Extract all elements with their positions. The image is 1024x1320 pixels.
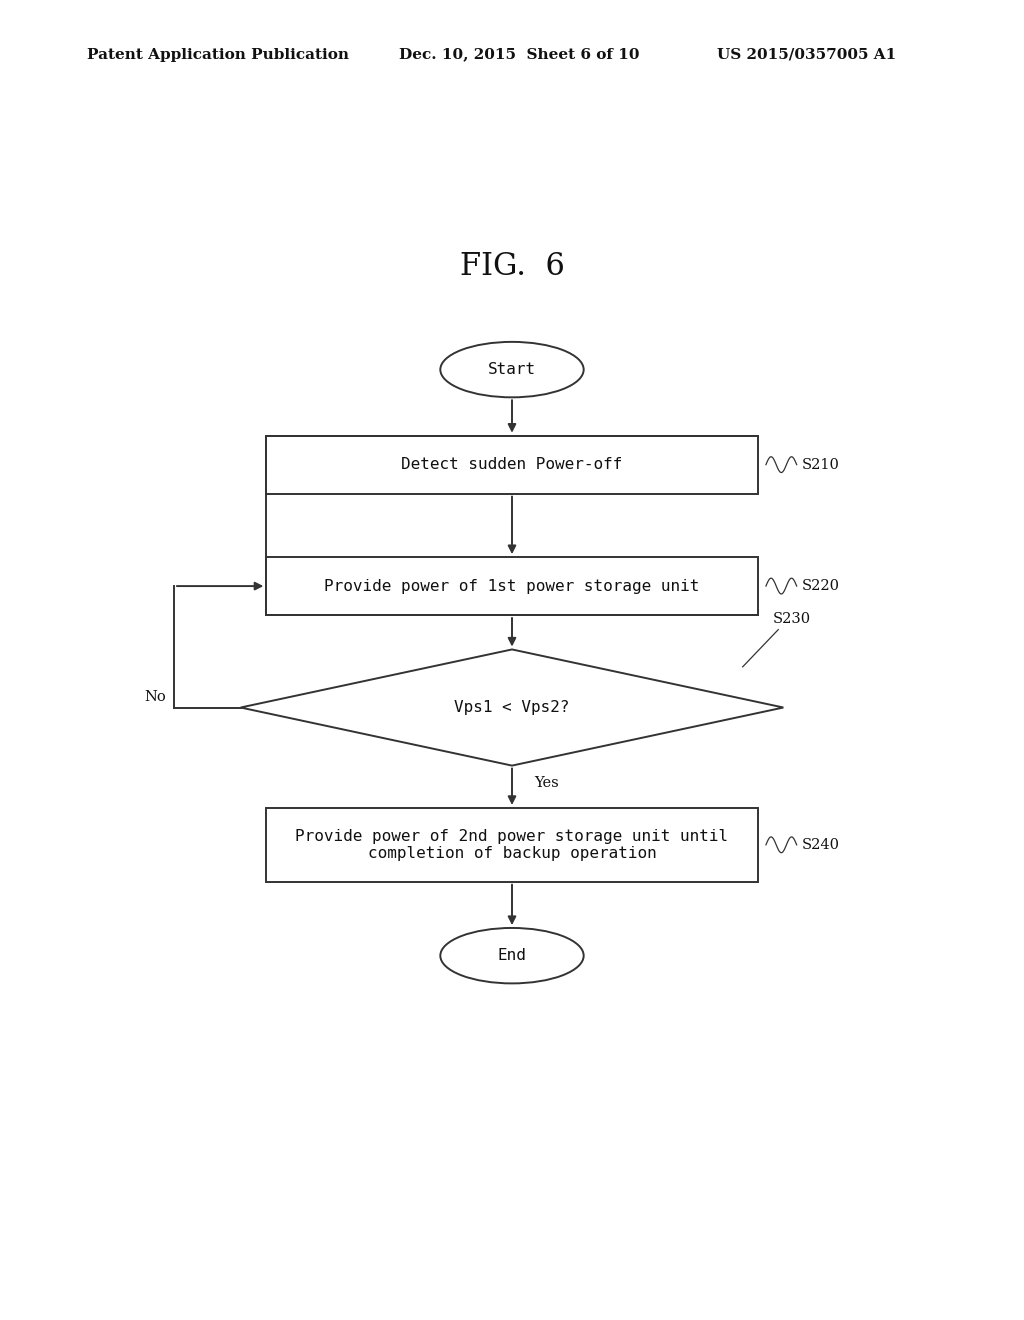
Polygon shape bbox=[241, 649, 783, 766]
Text: S210: S210 bbox=[802, 458, 840, 471]
Text: S220: S220 bbox=[802, 579, 840, 593]
Text: S240: S240 bbox=[802, 838, 840, 851]
Text: End: End bbox=[498, 948, 526, 964]
Bar bbox=[266, 436, 758, 494]
Text: US 2015/0357005 A1: US 2015/0357005 A1 bbox=[717, 48, 896, 62]
Bar bbox=[266, 808, 758, 882]
Text: FIG.  6: FIG. 6 bbox=[460, 251, 564, 281]
Text: S230: S230 bbox=[773, 611, 811, 626]
Text: Vps1 < Vps2?: Vps1 < Vps2? bbox=[455, 700, 569, 715]
Text: Detect sudden Power-off: Detect sudden Power-off bbox=[401, 457, 623, 473]
Text: Provide power of 1st power storage unit: Provide power of 1st power storage unit bbox=[325, 578, 699, 594]
Text: Start: Start bbox=[488, 362, 536, 378]
Text: Yes: Yes bbox=[535, 776, 559, 791]
Text: Patent Application Publication: Patent Application Publication bbox=[87, 48, 349, 62]
Text: No: No bbox=[144, 690, 166, 704]
Bar bbox=[266, 557, 758, 615]
Text: Provide power of 2nd power storage unit until
completion of backup operation: Provide power of 2nd power storage unit … bbox=[296, 829, 728, 861]
Text: Dec. 10, 2015  Sheet 6 of 10: Dec. 10, 2015 Sheet 6 of 10 bbox=[399, 48, 640, 62]
